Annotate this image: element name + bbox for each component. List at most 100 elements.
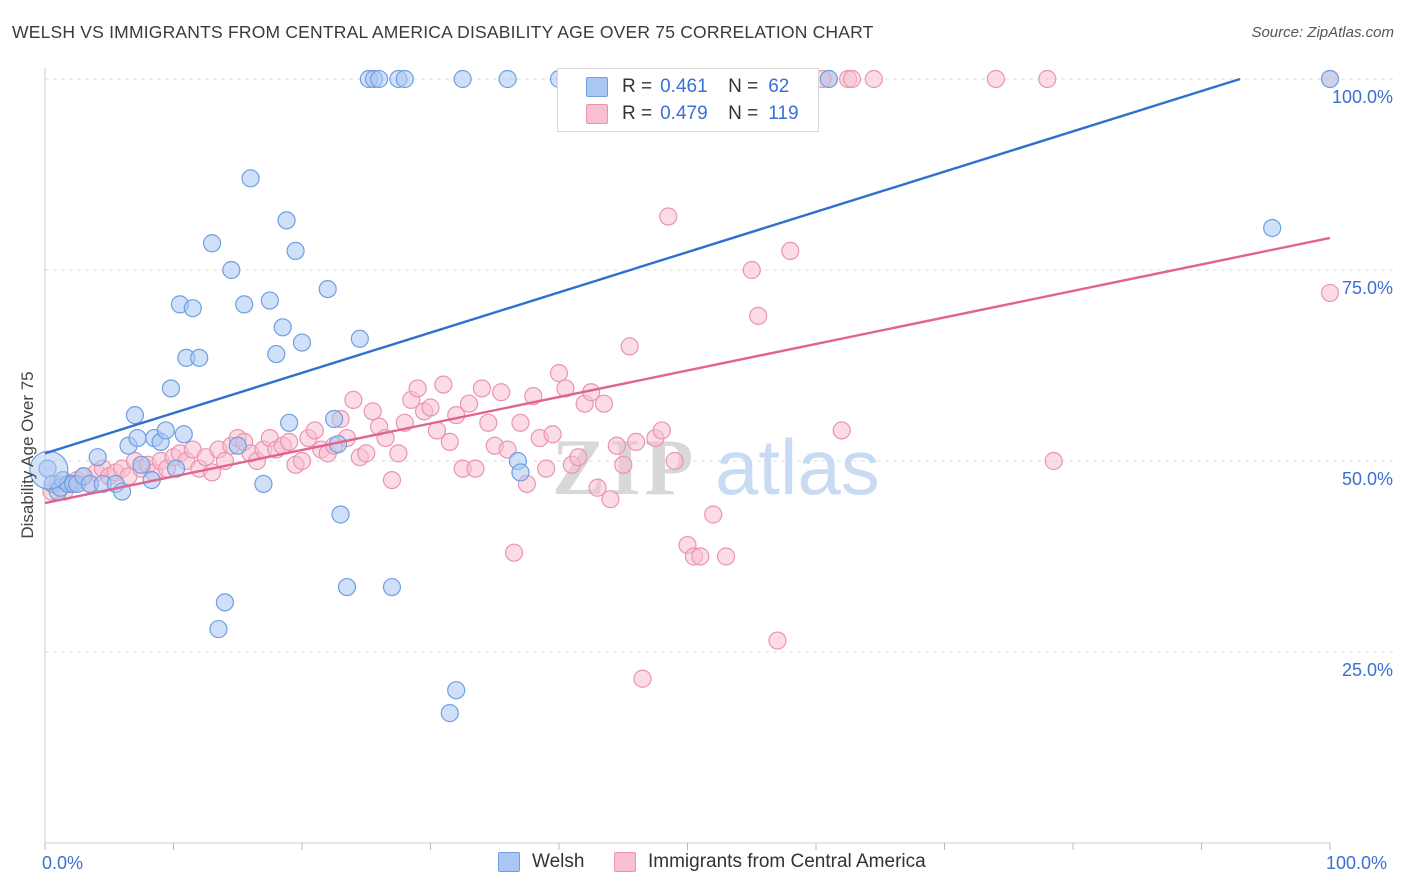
n-value: 62 [768, 76, 790, 97]
central-america-point [842, 69, 862, 89]
legend-item-welsh[interactable]: Welsh [498, 851, 584, 873]
welsh-swatch [586, 77, 608, 97]
central-america-point [768, 631, 787, 650]
welsh-point [350, 329, 369, 348]
welsh-point [277, 211, 296, 230]
central-america-point [504, 543, 524, 562]
stats-row-welsh: R = 0.461 N = 62 [558, 74, 789, 100]
central-america-point [986, 69, 1006, 89]
central-america-point [292, 451, 312, 471]
central-america-point [1038, 69, 1057, 89]
welsh-point [132, 455, 151, 474]
central-america-point [434, 375, 453, 394]
central-america-point [716, 547, 736, 566]
central-america-point [511, 413, 530, 432]
welsh-point [228, 436, 247, 455]
central-america-point [556, 379, 575, 398]
welsh-point [511, 463, 530, 482]
welsh-point [161, 379, 181, 398]
y-tick-label: 50.0% [1342, 469, 1393, 489]
central-america-point [588, 478, 607, 497]
welsh-point [337, 577, 357, 597]
welsh-point [174, 425, 193, 444]
central-america-point [498, 440, 517, 459]
x-tick-label-min: 0.0% [42, 853, 84, 873]
central-america-point [492, 383, 511, 402]
n-label: N = [728, 76, 759, 97]
central-america-point [864, 69, 883, 89]
central-america-point [704, 505, 723, 524]
central-america-point [280, 432, 299, 451]
central-america-point [749, 306, 768, 325]
n-value: 119 [768, 103, 799, 124]
central-america-point [607, 436, 626, 455]
source-label: Source: ZipAtlas.com [1251, 24, 1394, 41]
central-america-point [620, 337, 639, 356]
welsh-point [260, 291, 279, 310]
welsh-point [1320, 69, 1340, 89]
welsh-point [280, 413, 299, 432]
welsh-point [88, 448, 107, 467]
central-america-point [472, 379, 491, 398]
chart-title: WELSH VS IMMIGRANTS FROM CENTRAL AMERICA… [12, 22, 874, 42]
stats-legend: R = 0.461 N = 62 R = 0.479 N = 119 [557, 68, 819, 132]
central-america-point [543, 425, 562, 444]
central-america-point [408, 379, 427, 398]
y-tick-label: 25.0% [1342, 660, 1393, 680]
y-tick-label: 100.0% [1332, 87, 1393, 107]
welsh-point [325, 409, 344, 429]
central-america-point [691, 547, 710, 566]
central-america-legend-swatch [614, 852, 636, 872]
welsh-point [222, 260, 241, 280]
r-value: 0.479 [660, 103, 708, 124]
r-label: R = [622, 76, 653, 97]
central-america-point [421, 398, 440, 417]
y-axis-label: Disability Age Over 75 [18, 371, 37, 539]
welsh-point [183, 299, 202, 318]
central-america-point [594, 394, 614, 413]
welsh-point [202, 234, 222, 253]
welsh-point [819, 69, 838, 89]
x-tick-label-max: 100.0% [1326, 853, 1388, 873]
welsh-point [254, 474, 273, 494]
central-america-point [344, 390, 363, 409]
central-america-point [466, 459, 485, 478]
central-america-point [537, 459, 556, 478]
welsh-trend-line [44, 77, 1241, 455]
trend-layer [44, 77, 1331, 505]
welsh-point [440, 704, 459, 723]
welsh-point [331, 505, 350, 524]
welsh-legend-swatch [498, 852, 520, 872]
welsh-point [370, 69, 389, 89]
watermark-atlas: atlas [715, 423, 880, 511]
central-america-point [389, 444, 408, 463]
central-america-point [742, 260, 761, 280]
central-america-point [305, 421, 324, 440]
y-tick-labels: 100.0% 75.0% 50.0% 25.0% [1332, 87, 1393, 680]
central-america-point [633, 669, 652, 688]
welsh-point [209, 619, 228, 639]
welsh-point [156, 421, 175, 440]
central-america-point [1320, 283, 1340, 303]
welsh-point [128, 428, 147, 448]
welsh-point [215, 593, 234, 612]
y-tick-label: 75.0% [1342, 278, 1393, 298]
welsh-point [395, 69, 414, 89]
central-america-point [659, 207, 678, 226]
grid-layer [45, 78, 1395, 653]
welsh-point [292, 333, 312, 352]
central-america-point [665, 451, 684, 471]
central-america-point [652, 421, 671, 440]
welsh-point [382, 577, 402, 597]
welsh-point [453, 69, 472, 89]
central-america-trend-line [44, 236, 1331, 505]
central-america-swatch [586, 104, 608, 124]
central-america-point [781, 241, 800, 260]
legend-item-central-america[interactable]: Immigrants from Central America [614, 851, 926, 873]
central-america-point [357, 444, 376, 463]
welsh-point [318, 280, 337, 299]
n-label: N = [728, 103, 759, 124]
central-america-point [382, 471, 402, 490]
central-america-point [479, 413, 498, 432]
